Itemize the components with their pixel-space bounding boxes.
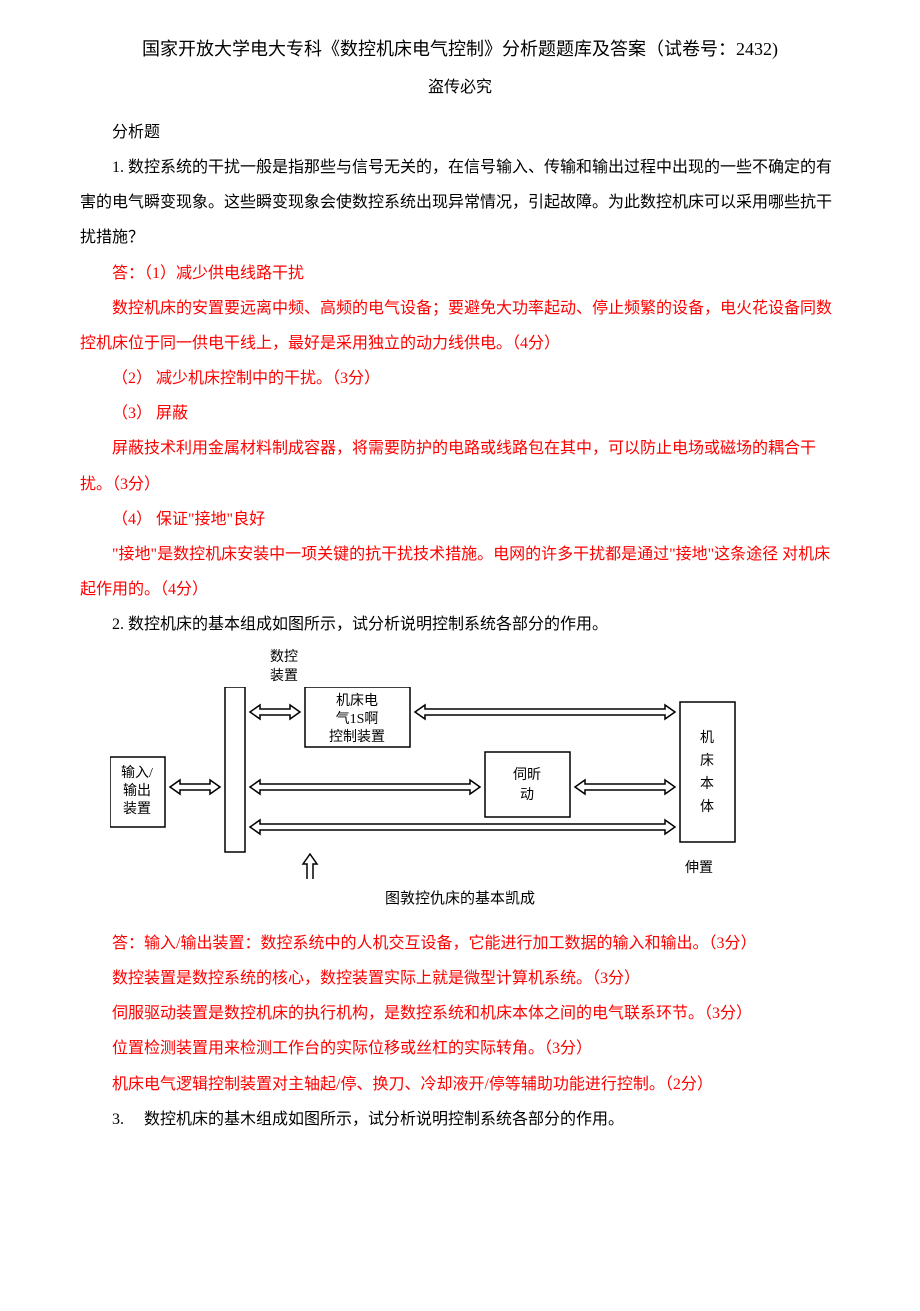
box-machine-l2: 床 — [700, 753, 714, 769]
label-extend: 伸置 — [685, 860, 713, 876]
doc-title: 国家开放大学电大专科《数控机床电气控制》分析题题库及答案（试卷号：2432) — [80, 30, 840, 70]
q1-answer3: （3） 屏蔽 — [80, 396, 840, 431]
q1-answer2: （2） 减少机床控制中的干扰。（3分） — [80, 361, 840, 396]
q1-answer1-body: 数控机床的安置要远离中频、高频的电气设备；要避免大功率起动、停止频繁的设备，电火… — [80, 291, 840, 361]
box-machine-l3: 本 — [700, 776, 714, 792]
box-elec-l2: 气1S啊 — [336, 711, 379, 727]
diagram-svg: 输入/ 输出 装置 机床电 气1S啊 控制装置 伺昕 动 机 床 本 体 — [110, 687, 810, 887]
q2-answer5: 机床电气逻辑控制装置对主轴起/停、换刀、冷却液开/停等辅助功能进行控制。（2分） — [80, 1067, 840, 1102]
q1-answer-intro: 答：（1）减少供电线路干扰 — [80, 256, 840, 291]
box-servo-l1: 伺昕 — [513, 767, 541, 783]
q1-answer3-body: 屏蔽技术利用金属材料制成容器，将需要防护的电路或线路包在其中，可以防止电场或磁场… — [80, 431, 840, 501]
box-io-l2: 输出 — [123, 783, 151, 799]
doc-subtitle: 盗传必究 — [80, 70, 840, 105]
box-machine-l1: 机 — [700, 730, 714, 746]
q2-answer2: 数控装置是数控系统的核心，数控装置实际上就是微型计算机系统。（3分） — [80, 961, 840, 996]
diagram-top-label: 数控 装置 — [270, 648, 840, 687]
box-machine-l4: 体 — [700, 799, 714, 815]
box-io-l3: 装置 — [123, 801, 151, 817]
q1-text: 1. 数控系统的干扰一般是指那些与信号无关的，在信号输入、传输和输出过程中出现的… — [80, 150, 840, 256]
section-heading: 分析题 — [80, 115, 840, 150]
box-io-l1: 输入/ — [121, 765, 153, 781]
diagram-caption: 图敦控仇床的基本凯成 — [80, 883, 840, 916]
q1-answer4: （4） 保证"接地"良好 — [80, 502, 840, 537]
q2-diagram: 数控 装置 输入/ 输出 装置 机 — [80, 648, 840, 916]
q2-answer1: 答：输入/输出装置：数控系统中的人机交互设备，它能进行加工数据的输入和输出。（3… — [80, 926, 840, 961]
box-elec-l3: 控制装置 — [329, 729, 385, 745]
box-elec-l1: 机床电 — [336, 693, 378, 709]
q1-answer4-body: "接地"是数控机床安装中一项关键的抗干扰技术措施。电网的许多干扰都是通过"接地"… — [80, 537, 840, 607]
box-servo-l2: 动 — [520, 787, 534, 803]
q3-text: 3. 数控机床的基木组成如图所示，试分析说明控制系统各部分的作用。 — [80, 1102, 840, 1137]
q2-answer4: 位置检测装置用来检测工作台的实际位移或丝杠的实际转角。（3分） — [80, 1031, 840, 1066]
q2-text: 2. 数控机床的基本组成如图所示，试分析说明控制系统各部分的作用。 — [80, 607, 840, 642]
q2-answer3: 伺服驱动装置是数控机床的执行机构，是数控系统和机床本体之间的电气联系环节。（3分… — [80, 996, 840, 1031]
